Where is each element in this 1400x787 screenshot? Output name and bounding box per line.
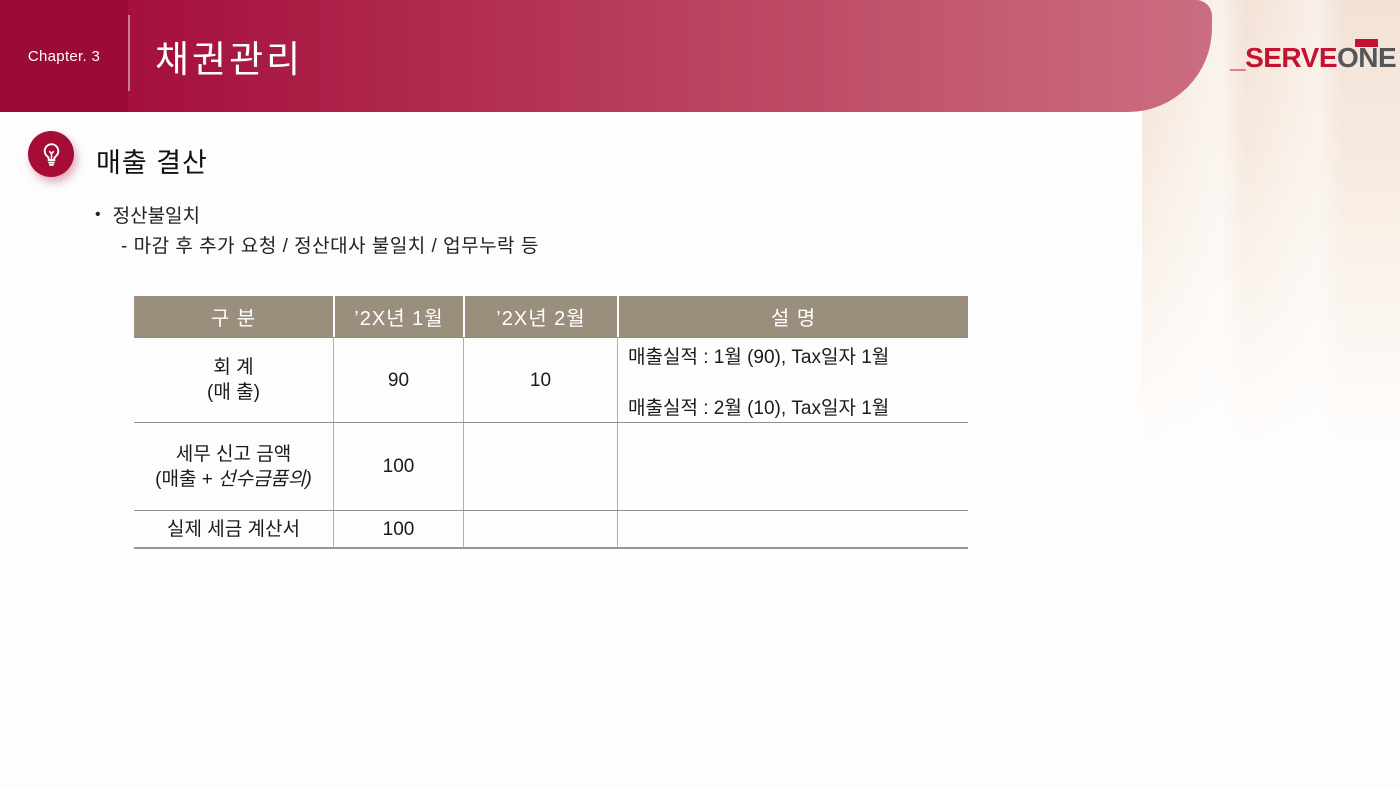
logo-one-text: ONE	[1337, 42, 1397, 73]
section-title: 매출 결산	[96, 148, 208, 178]
serveone-logo: _SERVE ONE	[1230, 42, 1397, 73]
chapter-block: Chapter. 3	[0, 0, 128, 112]
logo-dash	[1355, 39, 1378, 47]
cell-month1: 100	[333, 423, 463, 510]
slide-title: 채권관리	[155, 39, 304, 80]
col-header-month1: ’2X년 1월	[333, 296, 463, 337]
table-header-row: 구 분 ’2X년 1월 ’2X년 2월 설 명	[134, 296, 968, 337]
bullet-text: 정산불일치	[112, 206, 201, 227]
cell-month2: 10	[463, 338, 617, 422]
cell-category: 세무 신고 금액 (매출 + 선수금품의)	[155, 443, 312, 490]
cell-month2	[463, 423, 617, 510]
lightbulb-icon	[28, 131, 74, 177]
table-row-tax-report: 세무 신고 금액 (매출 + 선수금품의) 100	[134, 422, 968, 510]
cell-category: 실제 세금 계산서	[167, 518, 300, 540]
table-row-tax-invoice: 실제 세금 계산서 100	[134, 510, 968, 549]
logo-serve-text: _SERVE	[1230, 42, 1338, 73]
table-row-accounting: 회 계 (매 출) 90 10 매출실적 : 1월 (90), Tax일자 1월…	[134, 337, 968, 422]
settlement-table: 구 분 ’2X년 1월 ’2X년 2월 설 명 회 계 (매 출) 90 10 …	[134, 296, 968, 549]
col-header-category: 구 분	[210, 308, 257, 330]
bullet-line: • 정산불일치	[95, 201, 200, 228]
slide-header: Chapter. 3 채권관리	[0, 0, 1212, 112]
bullet-marker: •	[95, 205, 101, 223]
cell-description	[617, 423, 968, 510]
cell-month2	[463, 511, 617, 547]
cell-description: 매출실적 : 1월 (90), Tax일자 1월 매출실적 : 2월 (10),…	[617, 338, 968, 422]
cell-month1: 90	[333, 338, 463, 422]
cell-month1: 100	[333, 511, 463, 547]
col-header-month2: ’2X년 2월	[463, 296, 617, 337]
cell-category: 회 계 (매 출)	[207, 357, 260, 403]
cell-description	[617, 511, 968, 547]
col-header-description: 설 명	[617, 296, 968, 337]
sub-bullet-text: - 마감 후 추가 요청 / 정산대사 불일치 / 업무누락 등	[121, 236, 539, 257]
header-divider	[128, 15, 130, 91]
chapter-label: Chapter. 3	[27, 47, 101, 65]
